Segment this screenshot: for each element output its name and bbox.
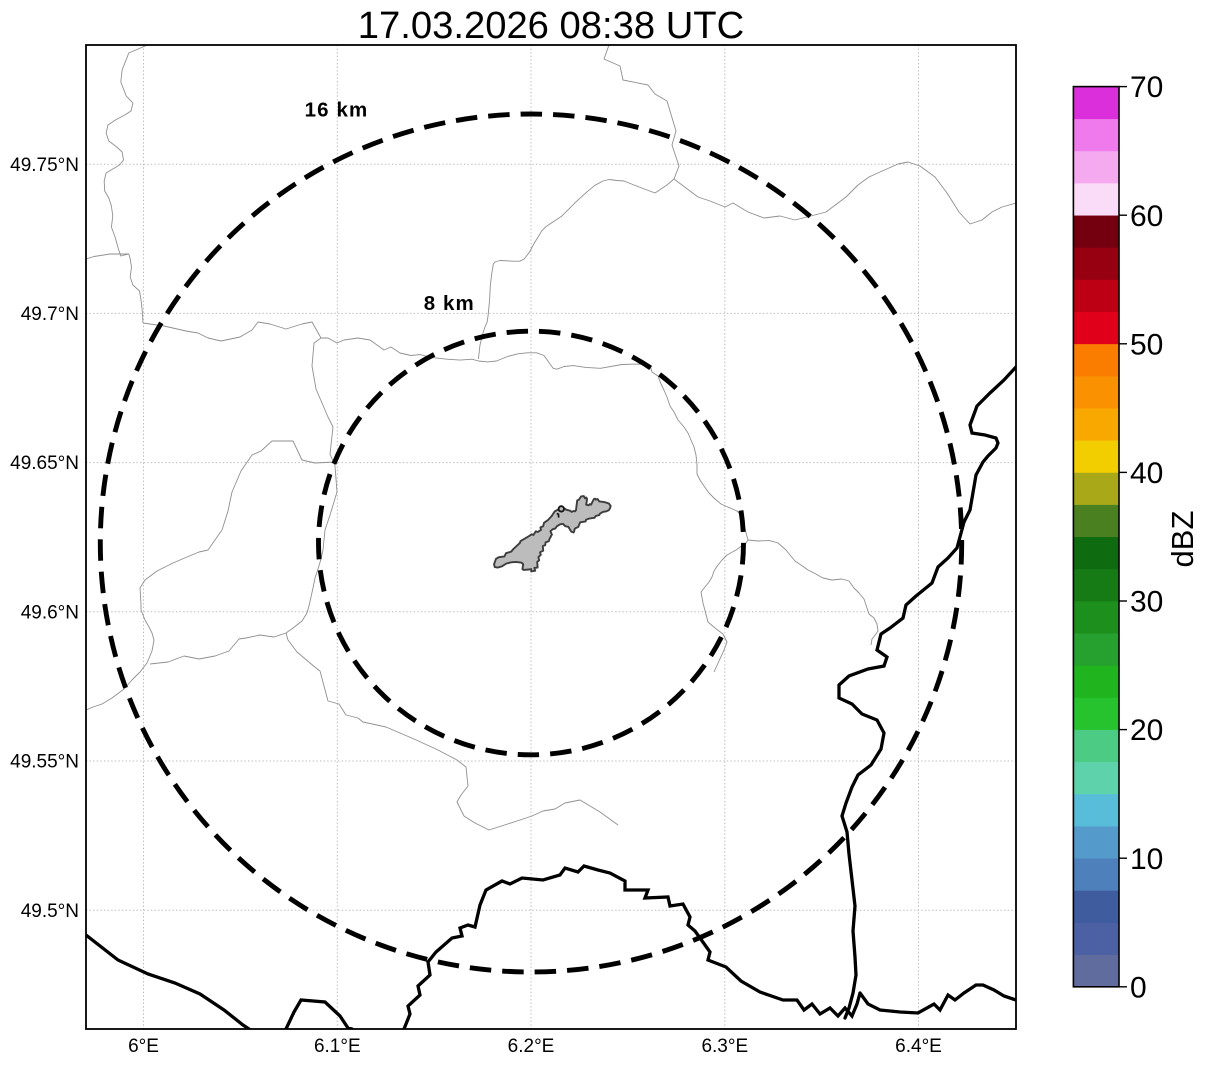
svg-text:6.3°E: 6.3°E bbox=[701, 1036, 748, 1057]
svg-text:49.5°N: 49.5°N bbox=[21, 901, 79, 922]
svg-text:49.65°N: 49.65°N bbox=[10, 453, 79, 474]
svg-text:50: 50 bbox=[1130, 328, 1163, 361]
svg-text:30: 30 bbox=[1130, 586, 1163, 619]
svg-text:16 km: 16 km bbox=[305, 99, 369, 122]
svg-text:17.03.2026 08:38 UTC: 17.03.2026 08:38 UTC bbox=[358, 4, 744, 47]
svg-text:20: 20 bbox=[1130, 714, 1163, 747]
svg-text:49.6°N: 49.6°N bbox=[21, 602, 79, 623]
svg-text:49.55°N: 49.55°N bbox=[10, 752, 79, 773]
svg-text:49.75°N: 49.75°N bbox=[10, 155, 79, 176]
svg-text:60: 60 bbox=[1130, 200, 1163, 233]
svg-text:6°E: 6°E bbox=[128, 1036, 159, 1057]
svg-text:6.2°E: 6.2°E bbox=[508, 1036, 555, 1057]
svg-text:8 km: 8 km bbox=[424, 292, 475, 315]
svg-text:6.1°E: 6.1°E bbox=[314, 1036, 361, 1057]
svg-text:10: 10 bbox=[1130, 843, 1163, 876]
svg-text:dBZ: dBZ bbox=[1165, 511, 1200, 568]
svg-text:0: 0 bbox=[1130, 971, 1147, 1004]
svg-text:49.7°N: 49.7°N bbox=[21, 304, 79, 325]
svg-text:70: 70 bbox=[1130, 71, 1163, 104]
svg-text:40: 40 bbox=[1130, 457, 1163, 490]
svg-text:6.4°E: 6.4°E bbox=[895, 1036, 942, 1057]
